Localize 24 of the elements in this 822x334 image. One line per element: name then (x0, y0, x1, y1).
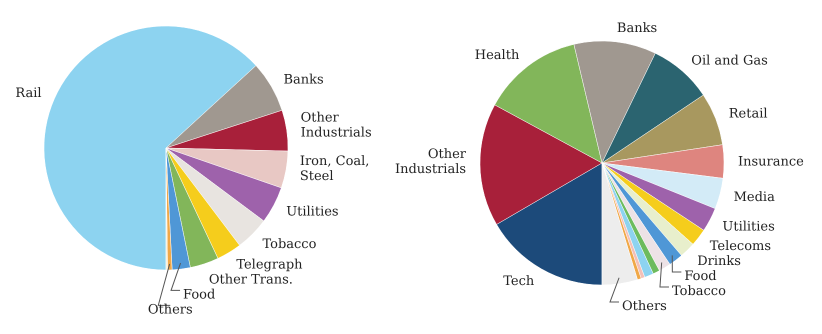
slice-label: Others (148, 302, 193, 318)
slice-label: Drinks (697, 254, 741, 270)
slice-label: Iron, Coal, Steel (300, 154, 370, 184)
slice-label: Food (183, 287, 216, 302)
slice-label: Other Industrials (394, 147, 467, 178)
slice-label: Tobacco (262, 236, 317, 252)
slice-label: Media (734, 190, 776, 206)
slice-label: Tech (503, 274, 535, 289)
slice-label: Insurance (738, 154, 804, 170)
slice-label: Banks (283, 72, 324, 88)
slice-label: Retail (728, 106, 768, 122)
slice-label: Telecoms (710, 239, 772, 254)
slice-label: Food (684, 269, 717, 284)
slice-label: Telegraph (236, 257, 304, 272)
slice-label: Rail (15, 86, 42, 102)
slice-label: Banks (616, 20, 658, 36)
slice-label: Oil and Gas (691, 53, 768, 68)
slice-label: Others (622, 299, 667, 314)
slice-label: Other Trans. (208, 272, 293, 288)
slice-label: Other Industrials (300, 110, 372, 140)
slice-label: Utilities (722, 219, 775, 234)
slice-label: Utilities (286, 204, 339, 220)
slice-label: Health (474, 48, 520, 64)
slice-label: Tobacco (672, 284, 726, 300)
